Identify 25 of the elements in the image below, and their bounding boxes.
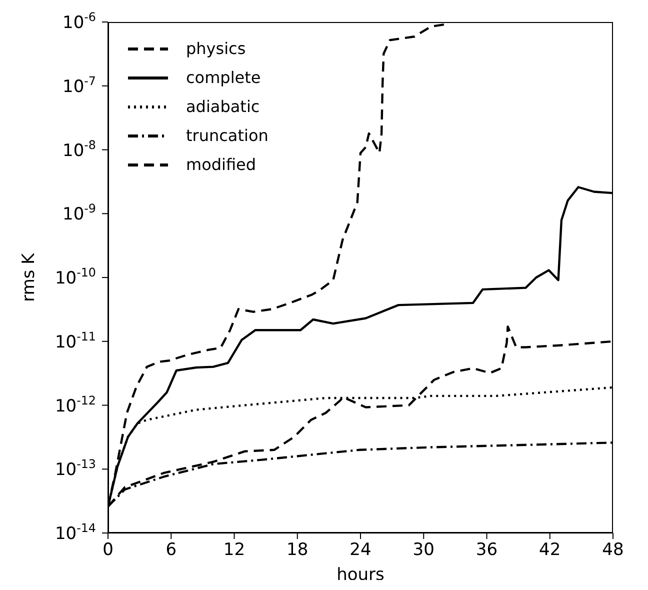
y-tick-label: 10$^{-7}$ <box>62 74 96 97</box>
x-tick-label: 42 <box>539 540 561 560</box>
legend-label: modified <box>186 154 256 176</box>
legend-label: truncation <box>186 125 268 147</box>
x-tick-label: 18 <box>286 540 308 560</box>
legend-label: physics <box>186 38 246 60</box>
y-tick-label: 10$^{-6}$ <box>62 10 96 33</box>
x-tick-label: 24 <box>350 540 372 560</box>
x-tick-label: 48 <box>602 540 624 560</box>
legend-label: adiabatic <box>186 96 260 118</box>
x-tick-label: 0 <box>102 540 114 560</box>
y-tick-label: 10$^{-9}$ <box>62 202 96 225</box>
y-tick-label: 10$^{-8}$ <box>62 138 96 161</box>
y-tick-label: 10$^{-10}$ <box>54 266 96 288</box>
y-axis-title: rms K <box>19 252 40 302</box>
y-tick-label: 10$^{-13}$ <box>54 457 96 480</box>
x-tick-label: 30 <box>412 540 434 560</box>
x-axis-title: hours <box>336 565 385 585</box>
y-tick-label: 10$^{-14}$ <box>54 521 96 544</box>
x-tick-label: 36 <box>476 540 498 560</box>
y-tick-label: 10$^{-11}$ <box>54 329 96 352</box>
legend-label: complete <box>186 67 261 89</box>
y-tick-label: 10$^{-12}$ <box>54 393 96 416</box>
x-tick-label: 6 <box>166 540 177 560</box>
x-tick-label: 12 <box>223 540 246 560</box>
